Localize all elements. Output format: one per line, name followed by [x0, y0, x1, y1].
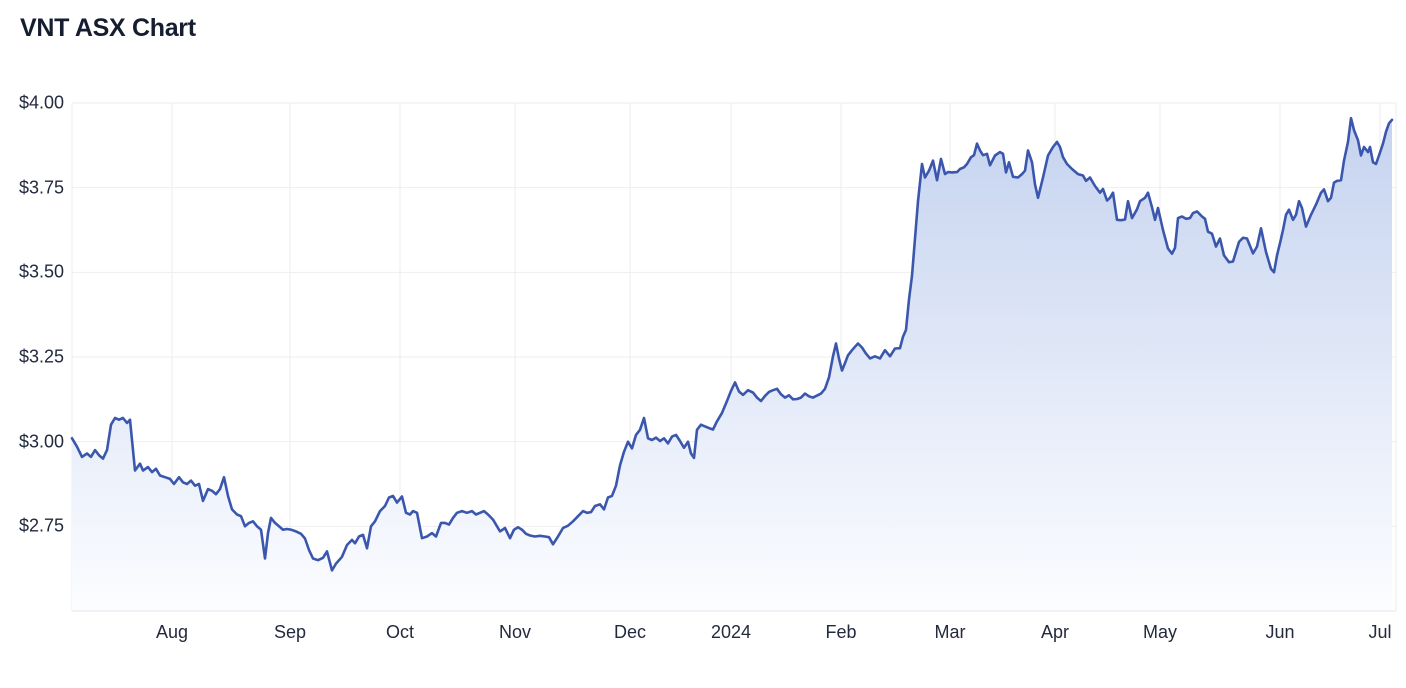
y-axis-label: $3.00 — [18, 431, 64, 452]
y-axis-label: $3.75 — [18, 177, 64, 198]
price-line — [70, 116, 1394, 572]
area-fill — [72, 118, 1392, 611]
y-axis-label: $4.00 — [18, 92, 64, 113]
y-axis-label: $3.50 — [18, 261, 64, 282]
x-axis-label: Feb — [825, 622, 857, 642]
x-axis-label: Dec — [613, 622, 647, 642]
x-axis-label: Mar — [934, 622, 966, 642]
x-axis-label: May — [1142, 622, 1178, 642]
x-axis-label: Nov — [498, 622, 532, 642]
x-axis-label: 2024 — [710, 622, 752, 642]
x-axis-label: Apr — [1040, 622, 1070, 642]
x-axis-label: Jul — [1368, 622, 1392, 642]
x-axis-label: Oct — [385, 622, 415, 642]
page-title: VNT ASX Chart — [20, 14, 196, 42]
x-axis-label: Sep — [273, 622, 307, 642]
x-axis-label: Aug — [155, 622, 189, 642]
x-axis-label: Jun — [1265, 622, 1295, 642]
y-axis-label: $3.25 — [18, 346, 64, 367]
y-axis-label: $2.75 — [18, 515, 64, 536]
